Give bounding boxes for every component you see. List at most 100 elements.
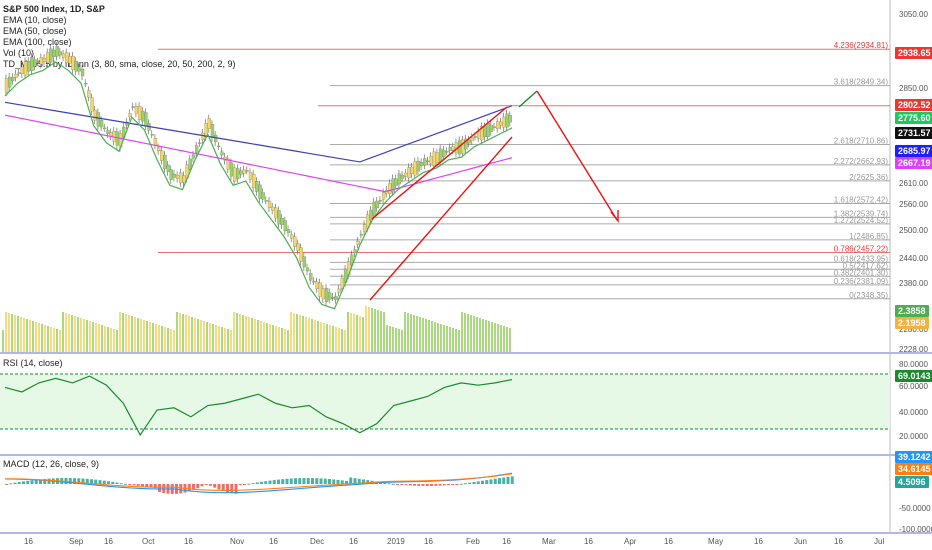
candle-body (23, 61, 28, 76)
candle-body (473, 136, 478, 138)
volume-bar (347, 312, 349, 352)
volume-bar (236, 313, 238, 352)
candle-body (296, 243, 300, 251)
candle-body (46, 52, 50, 63)
candle-body (426, 160, 430, 163)
time-tick: Nov (230, 537, 245, 546)
volume-bar (311, 319, 313, 352)
candle-body (175, 174, 180, 179)
symbol-title[interactable]: S&P 500 Index, 1D, S&P (3, 4, 105, 14)
candle-body (131, 106, 135, 108)
macd-histogram-bar (272, 480, 276, 484)
macd-histogram-bar (289, 478, 293, 484)
macd-histogram-bar (417, 484, 421, 486)
fib-level-label: 4.236(2934.81) (834, 41, 889, 50)
macd-histogram-bar (264, 481, 268, 484)
price-badge: 2685.97 (895, 145, 932, 157)
candle-body (4, 78, 9, 93)
volume-bar (422, 318, 424, 352)
rsi-tick: 80.0000 (899, 360, 928, 369)
volume-bar (431, 321, 433, 352)
macd-histogram-bar (281, 479, 285, 484)
volume-bar (410, 314, 412, 352)
fib-level-label: 1.382(2539.74) (834, 209, 889, 218)
candle-body (483, 126, 487, 137)
rsi-tick: 60.0000 (899, 382, 928, 391)
macd-line (4, 472, 513, 494)
volume-bar (206, 322, 208, 352)
candle-body (451, 146, 455, 151)
macd-histogram-bar (209, 484, 212, 486)
candle-body (55, 46, 59, 57)
fib-level-label: 1.618(2572.42) (834, 195, 889, 204)
candle-body (435, 152, 440, 163)
volume-bar (203, 321, 205, 352)
volume-badge: 2.3858 (895, 305, 929, 317)
macd-histogram-bar (251, 483, 255, 485)
rsi-pane-label[interactable]: RSI (14, close) (3, 358, 63, 368)
macd-histogram-bar (506, 476, 510, 484)
macd-histogram-bar (383, 482, 387, 484)
volume-badge: 2.1958 (895, 317, 929, 329)
trend-channel-upper (371, 106, 508, 220)
volume-bar (68, 314, 70, 352)
candle-body (419, 162, 424, 166)
volume-bar (23, 318, 25, 352)
volume-bar (332, 326, 334, 352)
volume-bar (197, 319, 199, 352)
volume-bar (341, 329, 343, 352)
legend-ema50[interactable]: EMA (50, close) (3, 26, 67, 36)
candle-body (283, 220, 288, 232)
volume-bar (404, 312, 406, 352)
candle-body (74, 60, 78, 72)
macd-histogram-bar (459, 483, 463, 485)
time-tick: 16 (664, 537, 673, 546)
volume-bar (494, 323, 496, 352)
candle-body (179, 172, 183, 184)
candle-body (442, 149, 446, 157)
candle-body (77, 67, 82, 72)
legend-volume[interactable]: Vol (10) (3, 48, 35, 58)
macd-histogram-bar (502, 477, 506, 484)
legend-ema100[interactable]: EMA (100, close) (3, 37, 72, 47)
volume-bar (86, 320, 88, 352)
candle-body (499, 121, 503, 126)
fib-level-label: 1.272(2524.52) (834, 216, 889, 225)
candle-body (169, 169, 173, 180)
volume-bar (269, 324, 271, 352)
macd-histogram-bar (226, 484, 229, 493)
macd-histogram-bar (221, 484, 225, 491)
macd-histogram-bar (119, 483, 123, 485)
time-tick: 16 (754, 537, 763, 546)
volume-bar (413, 315, 415, 352)
volume-bar (35, 322, 37, 352)
volume-bar (308, 318, 310, 352)
volume-bar (317, 321, 319, 352)
volume-bar (209, 323, 211, 352)
volume-bar (200, 320, 202, 352)
candle-body (99, 120, 104, 128)
candle-body (318, 282, 322, 297)
volume-bar (299, 315, 301, 352)
macd-histogram-bar (230, 484, 234, 494)
fib-level-label: 3.618(2849.34) (834, 78, 889, 87)
candle-body (42, 57, 47, 62)
volume-bar (425, 319, 427, 352)
volume-bar (155, 324, 157, 352)
macd-histogram-bar (115, 482, 119, 484)
macd-histogram-bar (213, 484, 217, 488)
candle-body (274, 207, 278, 219)
macd-histogram-bar (472, 482, 476, 484)
volume-bar (146, 321, 148, 352)
macd-histogram-bar (340, 480, 344, 484)
macd-histogram-bar (73, 478, 76, 484)
candle-body (486, 123, 490, 137)
legend-ema10[interactable]: EMA (10, close) (3, 15, 67, 25)
candle-body (356, 240, 360, 245)
ema100-line (4, 114, 513, 193)
volume-bar (275, 326, 277, 352)
legend-td-ma[interactable]: TD_MAv5.5 by IDunn (3, 80, sma, close, 2… (3, 59, 236, 69)
macd-histogram-bar (349, 477, 353, 484)
macd-pane-label[interactable]: MACD (12, 26, close, 9) (3, 459, 100, 469)
